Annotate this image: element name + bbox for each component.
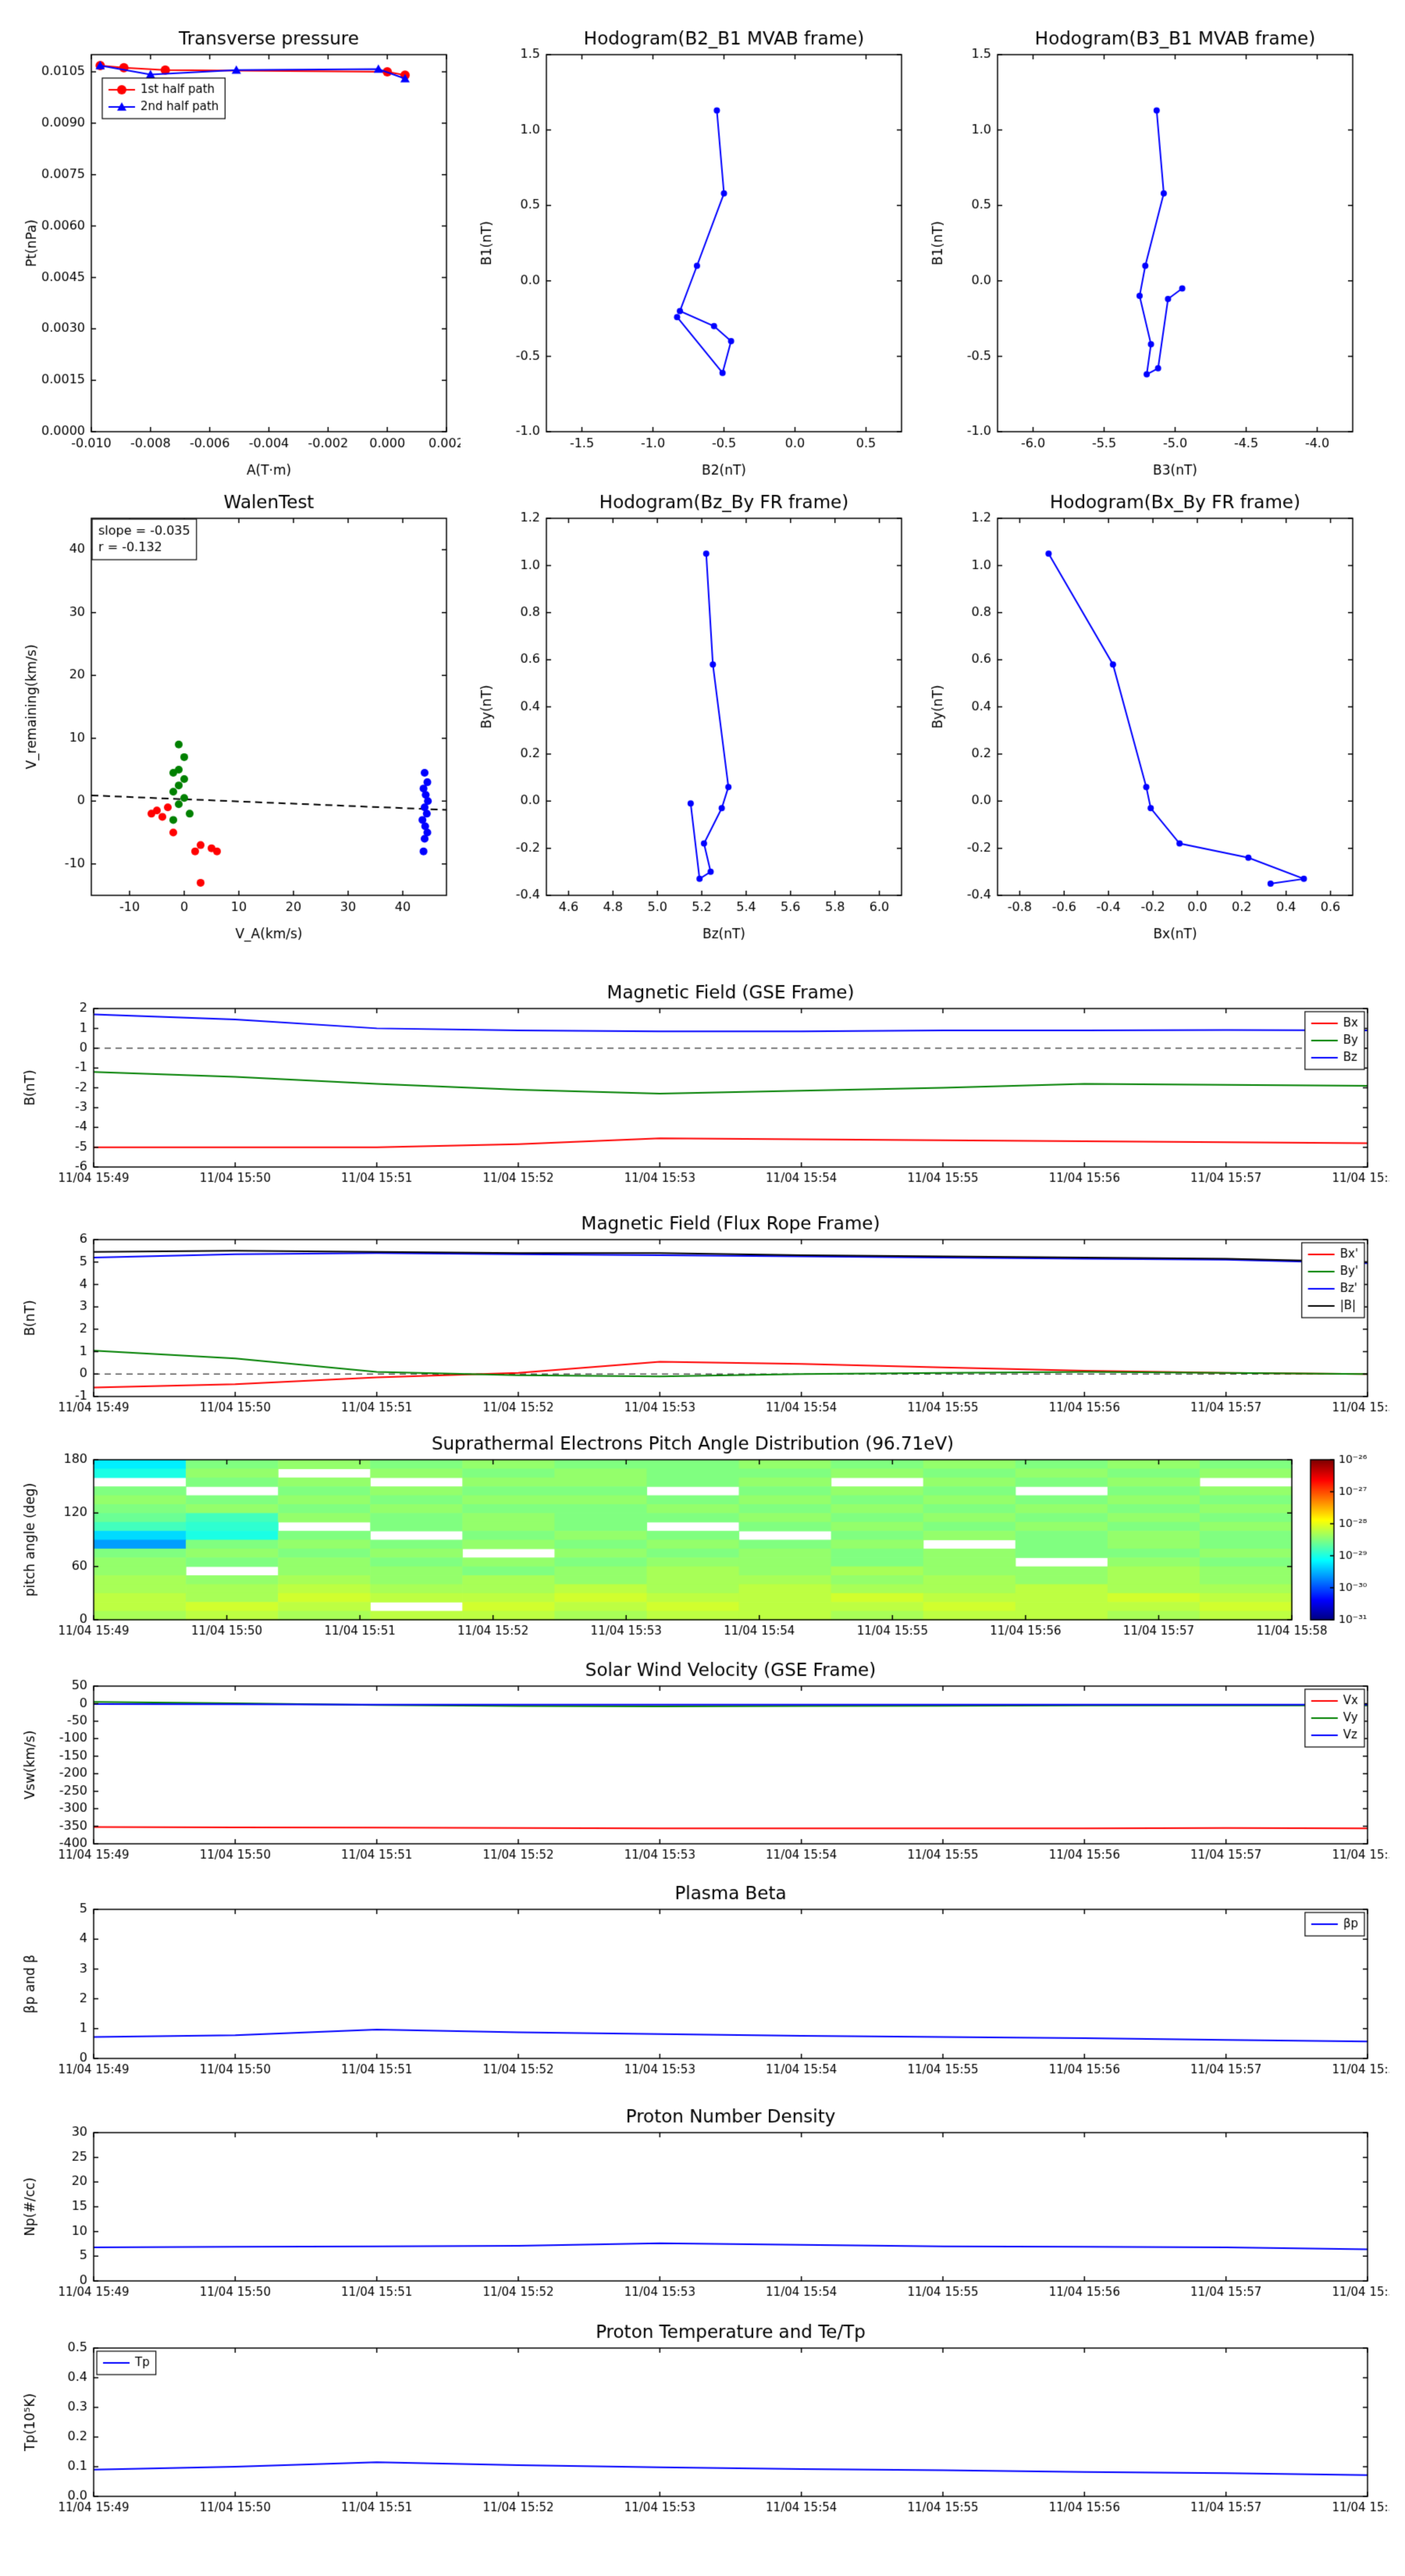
magnetic-field-flux-rope-panel: [16, 1207, 1389, 1420]
hodogram-bx-by-plot: [923, 486, 1367, 954]
walen-test-plot: [17, 486, 461, 954]
pitch-angle-distribution-panel: [16, 1427, 1405, 1643]
hodogram-bz-by-plot: [472, 486, 916, 954]
plasma-beta-panel: [16, 1877, 1389, 2082]
hodogram-b3-b1-plot: [923, 22, 1367, 490]
hodogram-b2-b1-plot: [472, 22, 916, 490]
proton-density-panel: [16, 2100, 1389, 2304]
transverse-pressure-plot: [17, 22, 461, 490]
solar-wind-velocity-panel: [16, 1653, 1389, 1867]
magnetic-field-gse-panel: [16, 976, 1389, 1190]
proton-temperature-panel: [16, 2315, 1389, 2520]
